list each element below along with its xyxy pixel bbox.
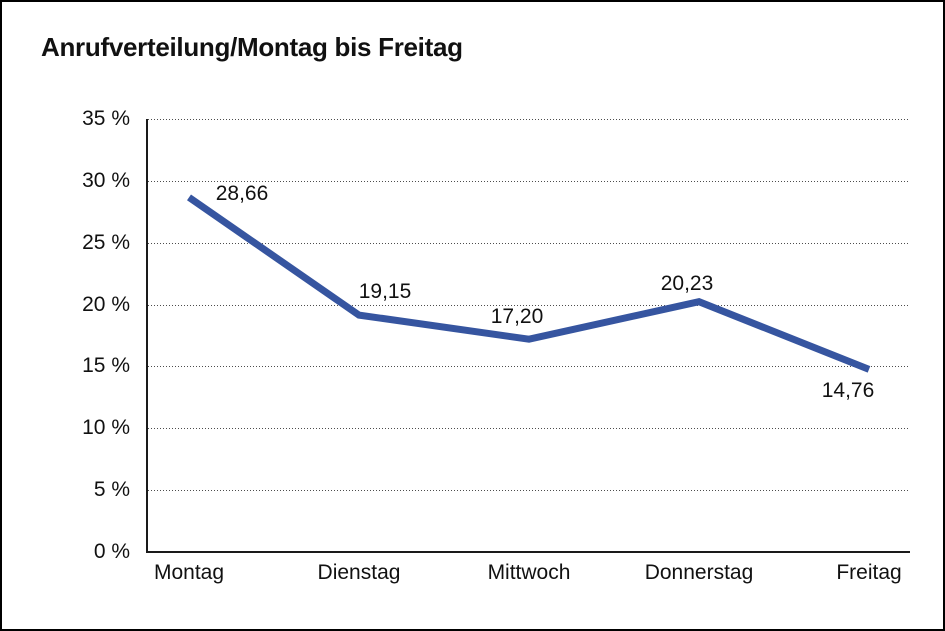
gridline [148, 119, 910, 120]
x-axis-category-label: Mittwoch [487, 561, 571, 584]
y-axis-tick-label: 15 % [82, 354, 130, 377]
y-axis-tick-label: 25 % [82, 231, 130, 254]
data-point-label: 20,23 [660, 271, 714, 295]
gridline [148, 490, 910, 491]
gridline [148, 181, 910, 182]
chart-title: Anrufverteilung/Montag bis Freitag [41, 32, 463, 62]
y-axis-tick-label: 30 % [82, 169, 130, 192]
x-axis-line [146, 551, 910, 553]
data-point-label: 17,20 [490, 305, 544, 329]
x-axis-category-label: Freitag [836, 561, 902, 584]
x-axis-category-label: Dienstag [317, 561, 401, 584]
gridline [148, 428, 910, 429]
y-axis-tick-label: 35 % [82, 107, 130, 130]
y-axis-line [146, 119, 148, 552]
x-axis-category-label: Montag [153, 561, 225, 584]
y-axis-tick-label: 5 % [93, 478, 130, 501]
x-axis-category-label: Donnerstag [644, 561, 754, 584]
gridline [148, 243, 910, 244]
y-axis-tick-label: 0 % [93, 540, 130, 563]
data-point-label: 28,66 [215, 182, 269, 206]
data-point-label: 19,15 [358, 280, 412, 304]
data-point-label: 14,76 [821, 379, 875, 403]
series-line [187, 194, 871, 373]
gridline [148, 366, 910, 367]
y-axis-tick-label: 20 % [82, 293, 130, 316]
y-axis-tick-label: 10 % [82, 416, 130, 439]
